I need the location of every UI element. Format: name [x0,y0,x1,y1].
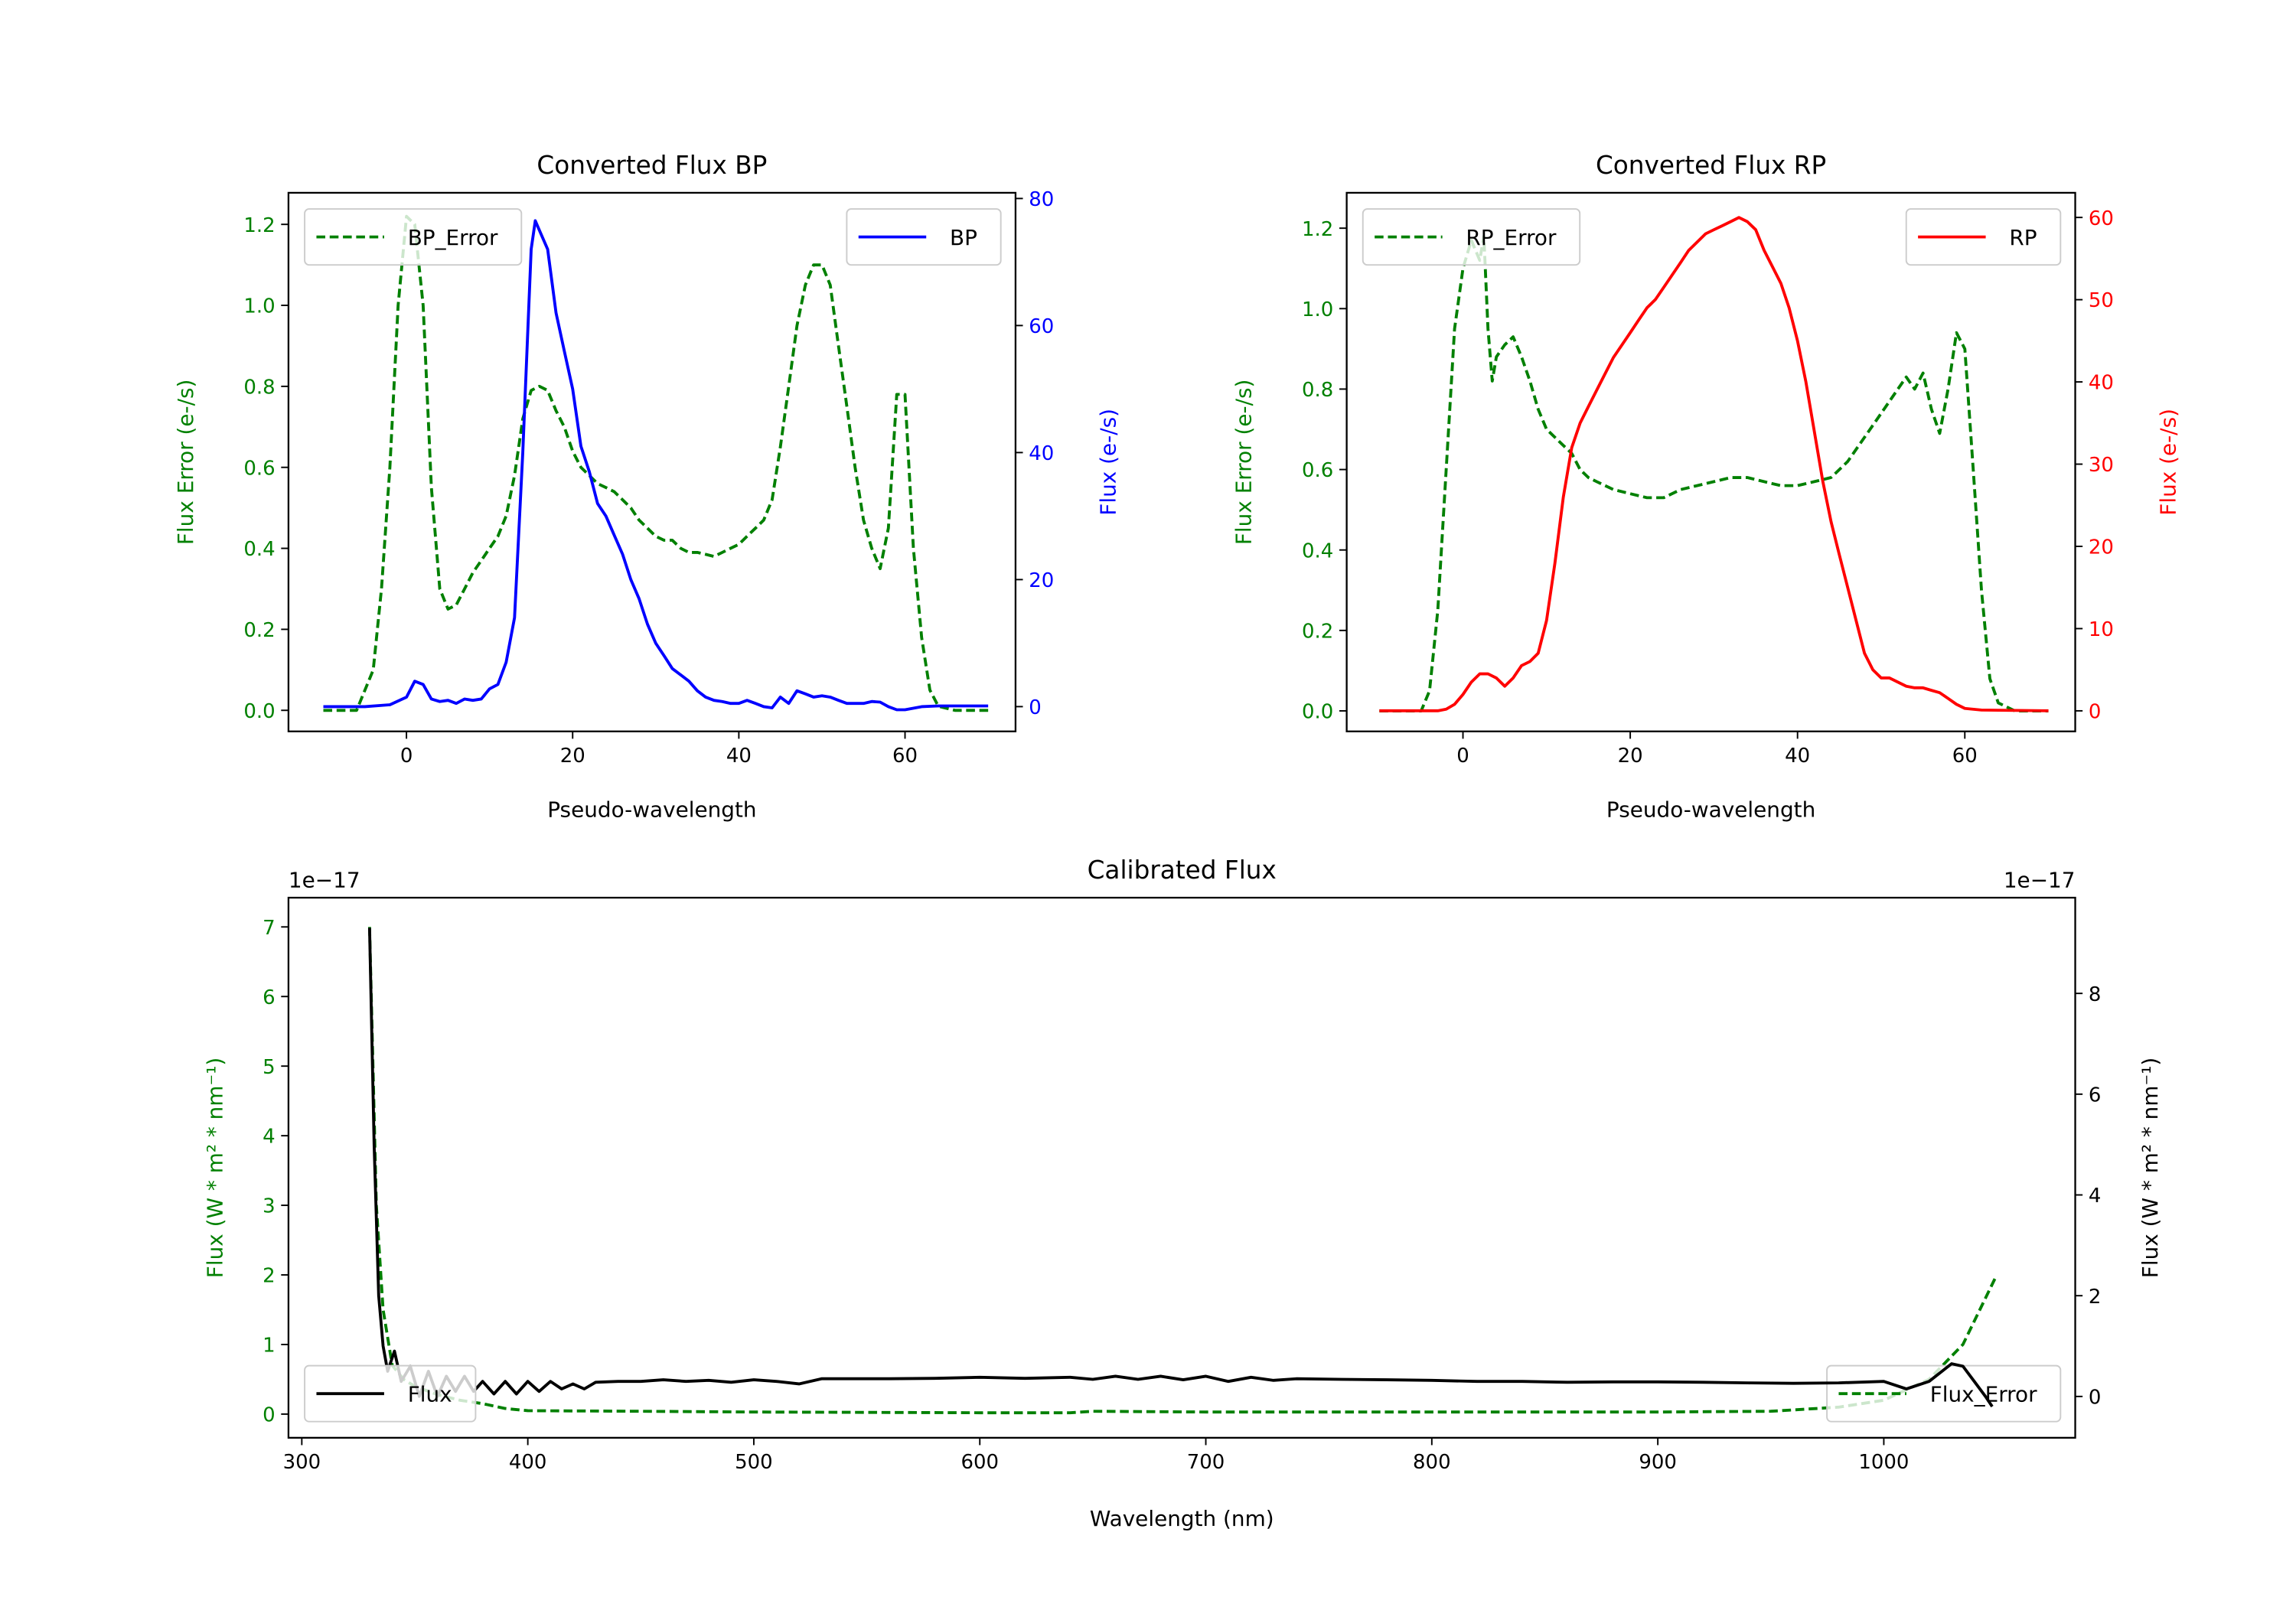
y-left-tick-label: 0.6 [1302,459,1333,482]
x-tick-label: 600 [960,1451,999,1474]
x-axis-label: Wavelength (nm) [1090,1506,1274,1531]
x-tick-label: 20 [1618,745,1643,768]
series-line-bp-error [323,214,989,712]
x-tick-label: 800 [1413,1451,1451,1474]
y-left-tick-label: 0.2 [1302,620,1333,643]
plot-area [288,898,2076,1438]
legend-label: BP [950,225,977,250]
y-left-tick-label: 0.8 [243,376,275,399]
y-left-axis-label: Flux Error (e-/s) [173,380,198,545]
series-line-bp [323,219,989,712]
x-tick-label: 60 [1952,745,1978,768]
plot-area [288,192,1016,732]
x-tick-label: 900 [1639,1451,1677,1474]
x-tick-label: 1000 [1858,1451,1909,1474]
x-tick-label: 20 [560,745,585,768]
y-right-tick-label: 0 [2089,1386,2102,1409]
legend-rp-error: RP_Error [1362,208,1581,266]
legend-flux-error: Flux_Error [1826,1364,2062,1423]
legend-frame [304,208,523,266]
legend-flux: Flux [304,1364,477,1423]
y-left-tick-label: 0.4 [243,538,275,561]
y-left-axis-label: Flux Error (e-/s) [1231,380,1257,545]
y-left-tick-label: 1.2 [243,214,275,237]
y-right-tick-label: 2 [2089,1286,2102,1309]
y-left-tick-label: 0.0 [243,700,275,723]
x-tick-label: 700 [1187,1451,1225,1474]
legend-label: RP_Error [1466,225,1557,250]
y-left-axis-label: Flux (W * m² * nm⁻¹) [202,1058,227,1278]
chart-panel-2: Flux_Error Flux 300 400 500 600 700 800 900 1000 0… [202,856,2163,1531]
x-tick-label: 40 [1785,745,1810,768]
y-right-axis-label: Flux (e-/s) [2155,409,2180,516]
y-left-tick-label: 6 [263,986,276,1009]
legend-frame [1362,208,1581,266]
x-axis-label: Pseudo-wavelength [547,797,756,822]
chart-panel-1: RP_Error RP 0 20 40 60 0.0 0.2 0.4 0.6 0.8 1.0 1.2 0 1… [1231,151,2181,822]
legend-label: Flux [408,1382,452,1407]
y-left-offset-text: 1e−17 [289,868,360,893]
y-right-tick-label: 4 [2089,1185,2102,1208]
y-left-tick-label: 0.2 [243,619,275,642]
y-left-tick-label: 0 [263,1404,276,1427]
y-right-tick-label: 60 [2089,207,2114,230]
y-left-tick-label: 1.0 [1302,298,1333,321]
y-right-offset-text: 1e−17 [2004,868,2076,893]
y-left-tick-label: 1 [263,1335,276,1358]
legend-rp: RP [1905,208,2062,266]
legend-label: BP_Error [408,225,498,250]
y-right-tick-label: 40 [1029,442,1054,465]
x-tick-label: 0 [1456,745,1469,768]
y-right-tick-label: 50 [2089,289,2114,312]
legend-frame [304,1364,477,1423]
y-left-tick-label: 2 [263,1265,276,1288]
y-right-tick-label: 80 [1029,188,1054,211]
chart-title: Converted Flux RP [1596,151,1826,180]
legend-bp: BP [846,208,1002,266]
y-right-axis-label: Flux (W * m² * nm⁻¹) [2138,1058,2163,1278]
y-right-tick-label: 20 [1029,569,1054,592]
chart-title: Calibrated Flux [1088,856,1277,885]
y-left-tick-label: 3 [263,1195,276,1218]
chart-title: Converted Flux BP [536,151,767,180]
x-tick-label: 60 [892,745,918,768]
y-left-tick-label: 0.6 [243,457,275,480]
x-tick-label: 400 [509,1451,547,1474]
y-left-tick-label: 1.2 [1302,218,1333,241]
x-tick-label: 0 [400,745,413,768]
y-right-axis-label: Flux (e-/s) [1096,409,1121,516]
y-left-tick-label: 4 [263,1126,276,1149]
x-tick-label: 500 [735,1451,773,1474]
y-left-tick-label: 1.0 [243,295,275,318]
y-left-tick-label: 5 [263,1056,276,1079]
y-right-tick-label: 20 [2089,536,2114,559]
axes-frame [287,896,2076,1439]
y-right-tick-label: 8 [2089,983,2102,1006]
x-tick-label: 300 [283,1451,321,1474]
y-right-tick-label: 30 [2089,454,2114,477]
legend-label: RP [2009,225,2037,250]
y-right-tick-label: 0 [2089,701,2102,724]
y-right-tick-label: 6 [2089,1084,2102,1107]
y-left-tick-label: 0.8 [1302,379,1333,402]
series-line-rp-error [1379,234,2049,712]
y-right-tick-label: 10 [2089,618,2114,641]
axes-frame [287,191,1017,732]
chart-panel-0: BP_Error BP 0 20 40 60 0.0 0.2 0.4 0.6 0.8 1.0 1.2 0 2… [173,151,1121,822]
x-tick-label: 40 [726,745,752,768]
legend-frame [1826,1364,2062,1423]
x-axis-label: Pseudo-wavelength [1606,797,1815,822]
y-left-tick-label: 0.0 [1302,701,1333,724]
y-right-tick-label: 40 [2089,372,2114,395]
y-right-tick-label: 0 [1029,696,1042,719]
plot-area [1346,192,2076,732]
y-left-tick-label: 0.4 [1302,539,1333,562]
axes-frame [1345,191,2076,732]
y-left-tick-label: 7 [263,917,276,940]
legend-bp-error: BP_Error [304,208,523,266]
series-line-rp [1379,216,2049,712]
y-right-tick-label: 60 [1029,315,1054,338]
